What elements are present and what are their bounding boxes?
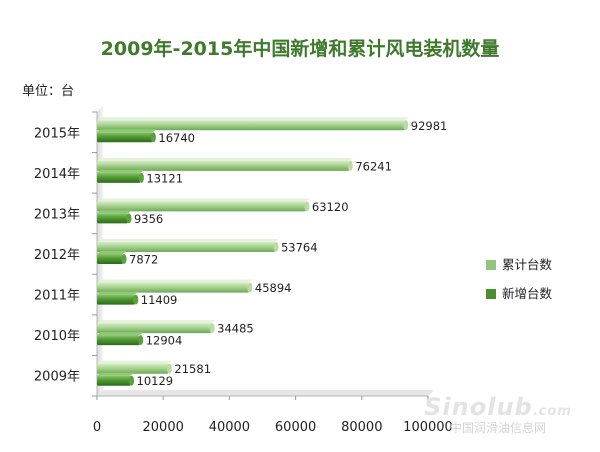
data-label: 45894 <box>255 281 292 295</box>
data-label: 10129 <box>137 374 174 388</box>
data-label: 92981 <box>411 119 448 133</box>
category-label: 2009年 <box>34 370 80 385</box>
category-label: 2014年 <box>34 167 80 182</box>
legend-label-cumulative: 累计台数 <box>502 257 553 272</box>
bar-cumulative <box>97 363 169 374</box>
axis-floor <box>97 390 434 396</box>
legend-swatch-cumulative <box>486 260 496 270</box>
bar-new <box>97 132 153 143</box>
data-label: 63120 <box>312 200 349 214</box>
bar-cumulative-top <box>97 198 310 202</box>
data-label: 7872 <box>129 253 158 267</box>
category-label: 2013年 <box>34 207 80 222</box>
x-tick-label: 0 <box>93 420 101 435</box>
data-label: 11409 <box>141 293 178 307</box>
bar-new <box>97 335 140 346</box>
bar-cumulative <box>97 160 350 171</box>
bar-cumulative-cap <box>347 160 353 171</box>
legend-item-cumulative: 累计台数 <box>486 254 552 273</box>
bar-new-top <box>97 169 145 173</box>
bar-cumulative-top <box>97 320 216 324</box>
bar-new-top <box>97 291 139 295</box>
data-label: 53764 <box>281 241 318 255</box>
bar-cumulative-top <box>97 279 253 283</box>
data-label: 9356 <box>134 212 163 226</box>
bar-cumulative <box>97 282 249 293</box>
bar-new <box>97 213 128 224</box>
data-label: 76241 <box>355 159 392 173</box>
bar-cumulative <box>97 323 212 334</box>
bar-cumulative-cap <box>403 120 409 131</box>
bar-cumulative <box>97 242 275 252</box>
watermark: Sinolub.com 中国润滑油信息网 <box>418 393 578 436</box>
bar-new <box>97 254 124 264</box>
chart-title: 2009年-2015年中国新增和累计风电装机数量 <box>100 38 500 60</box>
bar-new-top <box>97 372 135 376</box>
bar-new-cap <box>133 294 139 305</box>
bar-new-cap <box>138 335 144 346</box>
bar-new-cap <box>129 375 135 386</box>
watermark-name: 中国润滑油信息网 <box>449 421 546 435</box>
bar-new-top <box>97 251 128 254</box>
data-label: 13121 <box>146 171 183 185</box>
x-tick-label: 100000 <box>403 420 453 435</box>
category-label: 2010年 <box>34 329 80 344</box>
bar-cumulative <box>97 120 405 131</box>
category-label: 2012年 <box>34 248 80 263</box>
bar-cumulative-top <box>97 117 409 121</box>
bar-cumulative-cap <box>247 282 253 293</box>
category-label: 2011年 <box>34 289 80 304</box>
watermark-brand: Sinolub <box>424 393 533 421</box>
bar-new-cap <box>150 132 156 143</box>
bar-cumulative-cap <box>166 363 172 374</box>
bar-new <box>97 375 131 386</box>
bar-cumulative-cap <box>273 242 279 252</box>
x-tick-label: 80000 <box>341 420 382 435</box>
bar-new-top <box>97 332 144 336</box>
bar-new-cap <box>121 254 127 264</box>
category-label: 2015年 <box>34 126 80 141</box>
bar-cumulative-cap <box>209 323 215 334</box>
watermark-domain: .com <box>532 404 572 419</box>
data-label: 34485 <box>217 322 254 336</box>
bar-new-top <box>97 210 132 214</box>
unit-label: 单位：台 <box>22 84 75 99</box>
bar-cumulative-cap <box>304 201 310 212</box>
x-tick-label: 40000 <box>209 420 250 435</box>
legend-label-new: 新增台数 <box>502 286 553 301</box>
x-tick-label: 60000 <box>275 420 316 435</box>
bar-new <box>97 172 141 183</box>
bar-cumulative <box>97 201 306 212</box>
data-label: 16740 <box>158 131 195 145</box>
x-tick-label: 20000 <box>143 420 184 435</box>
bar-new-cap <box>126 213 132 224</box>
bar-cumulative-top <box>97 157 354 161</box>
bar-cumulative-top <box>97 239 279 242</box>
bar-cumulative-top <box>97 360 173 364</box>
bar-new <box>97 294 135 305</box>
data-label: 12904 <box>146 334 183 348</box>
legend-swatch-new <box>486 289 496 299</box>
data-label: 21581 <box>174 362 211 376</box>
bar-new-top <box>97 129 157 133</box>
bar-new-cap <box>138 172 144 183</box>
legend-item-new: 新增台数 <box>486 283 552 302</box>
